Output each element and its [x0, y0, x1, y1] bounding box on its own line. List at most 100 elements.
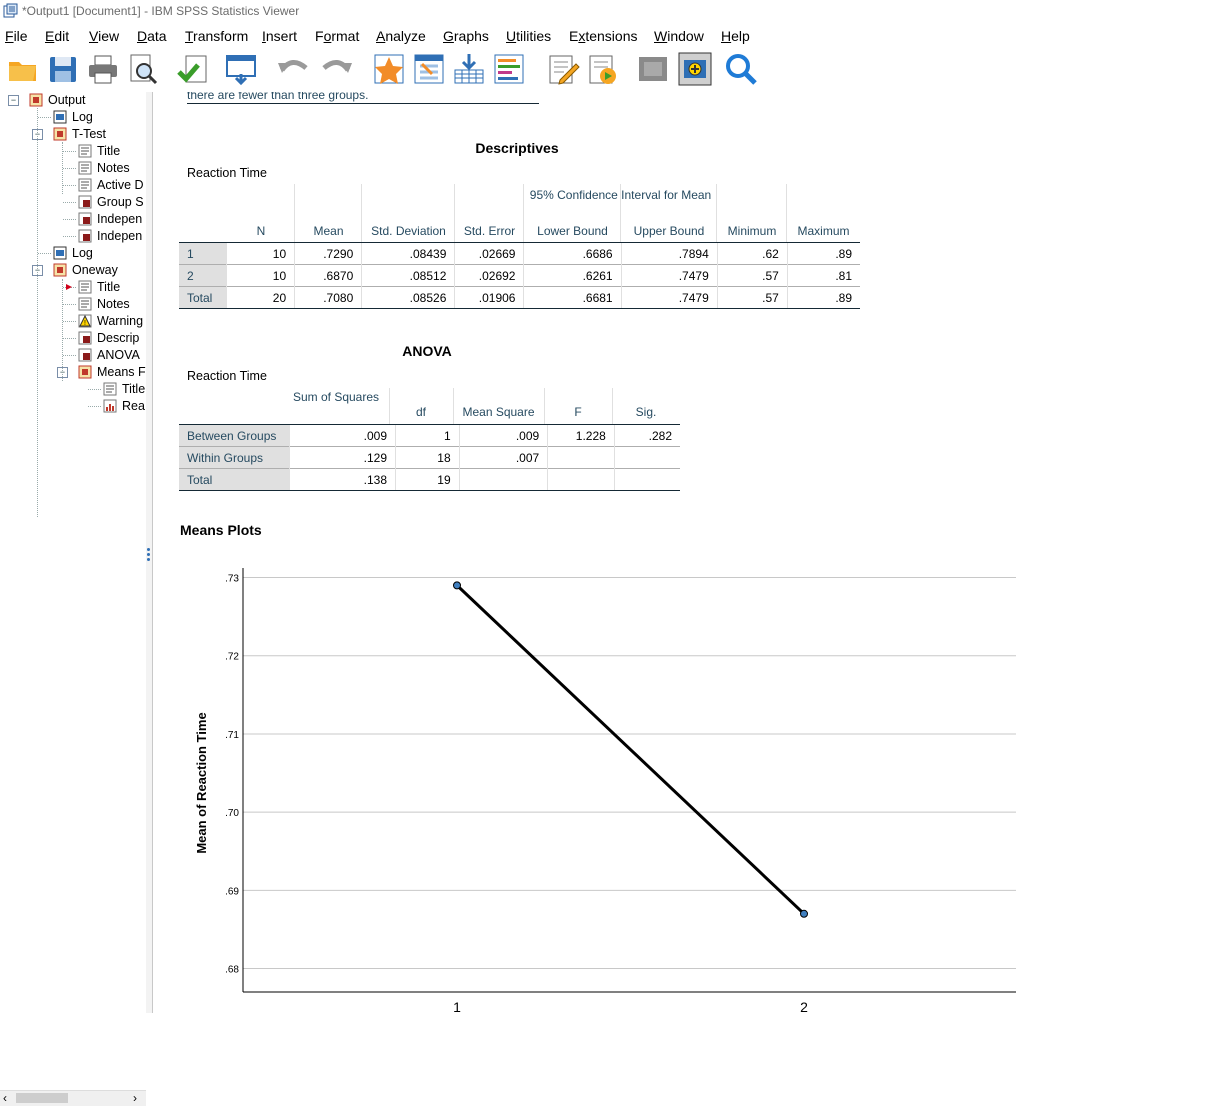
tree-connector	[63, 202, 76, 203]
header-divider	[786, 184, 787, 242]
scroll-left-icon[interactable]: ‹	[3, 1091, 7, 1105]
table-cell: .129	[288, 446, 396, 469]
outline-pane: Output − Log T-Test − Title Notes Active D Group…	[0, 92, 147, 1106]
menu-insert[interactable]: Insert	[262, 28, 298, 44]
scroll-right-icon[interactable]: ›	[133, 1091, 137, 1105]
outline-item-label: Title	[97, 144, 121, 158]
designate-window-icon[interactable]	[636, 52, 670, 86]
table-cell: .62	[716, 242, 788, 265]
menu-transform[interactable]: Transform	[185, 28, 249, 44]
menu-utilities[interactable]: Utilities	[506, 28, 552, 44]
open-folder-icon[interactable]	[6, 52, 40, 86]
current-item-arrow-icon	[66, 284, 72, 290]
save-icon[interactable]	[46, 52, 80, 86]
menu-view[interactable]: View	[89, 28, 120, 44]
tree-connector	[63, 321, 76, 322]
table-cell: .6261	[523, 264, 622, 287]
menu-analyze[interactable]: Analyze	[376, 28, 426, 44]
anova-table[interactable]: Between Groups .009 1.009 1.228.282 Within G…	[179, 424, 680, 491]
outline-item-label: Oneway	[72, 263, 118, 277]
scroll-thumb[interactable]	[16, 1093, 68, 1103]
outline-item-label: Indepen	[97, 229, 143, 243]
outline-item-label: Title	[97, 280, 121, 294]
table-cell: .007	[458, 446, 548, 469]
table-cell: .57	[716, 286, 788, 309]
log-icon	[53, 110, 67, 124]
insert-output-icon[interactable]	[452, 52, 486, 86]
menu-extensions[interactable]: Extensions	[569, 28, 638, 44]
print-icon[interactable]	[86, 52, 120, 86]
tree-connector	[63, 219, 76, 220]
procedure-book-icon	[53, 127, 67, 141]
tree-connector	[88, 389, 101, 390]
redo-icon[interactable]	[320, 52, 354, 86]
print-preview-icon[interactable]	[126, 52, 160, 86]
menu-file[interactable]: File	[5, 28, 28, 44]
menu-help[interactable]: Help	[721, 28, 750, 44]
goto-data-icon[interactable]	[224, 52, 258, 86]
menu-format[interactable]: Format	[315, 28, 360, 44]
table-cell: .08512	[361, 264, 455, 287]
header-divider	[612, 388, 613, 424]
select-cases-icon[interactable]	[412, 52, 446, 86]
tree-connector	[63, 185, 76, 186]
spss-app-icon	[3, 3, 18, 18]
run-script-icon[interactable]	[586, 52, 620, 86]
table-cell: .009	[288, 424, 396, 447]
menu-window[interactable]: Window	[654, 28, 704, 44]
means-plot-chart[interactable]: .68 .69 .70 .71 .72 .73 1 2 Mean of Reaction Tim…	[181, 558, 1081, 1013]
outline-item-label: Descrip	[97, 331, 140, 345]
outline-item-label: Output	[48, 93, 86, 107]
menu-bar: File Edit View Data Transform Insert Format Ana…	[0, 24, 1207, 46]
data-point	[453, 581, 461, 590]
outline-item-label: Active D	[97, 178, 144, 192]
zoom-in-icon[interactable]	[678, 52, 712, 86]
row-header: Total	[179, 286, 227, 309]
table-cell: .6686	[523, 242, 622, 265]
table-cell: 1	[395, 424, 460, 447]
table-row: Total 20.7080.08526.01906.6681.7479.57.89	[179, 286, 860, 309]
descriptives-table[interactable]: 1 10.7290.08439.02669.6686.7894.62.89 2 10.…	[179, 242, 860, 309]
outline-item-label: Indepen	[97, 212, 143, 226]
collapse-toggle-icon[interactable]: −	[8, 95, 19, 106]
edit-text-icon[interactable]	[546, 52, 580, 86]
data-point	[800, 909, 808, 918]
table-cell: .08439	[361, 242, 455, 265]
tree-connector	[38, 253, 51, 254]
table-cell	[613, 468, 680, 491]
y-tick-label: .70	[225, 808, 239, 819]
column-header: Std. Error	[463, 224, 516, 238]
table-cell: .6681	[523, 286, 622, 309]
table-cell: .08526	[361, 286, 455, 309]
table-cell	[547, 468, 615, 491]
outline-horizontal-scrollbar[interactable]: ‹ ›	[0, 1090, 146, 1106]
active-dataset-icon	[78, 178, 92, 192]
menu-graphs[interactable]: Graphs	[443, 28, 489, 44]
table-row: Within Groups .129 18.007	[179, 446, 680, 469]
pane-splitter[interactable]	[146, 92, 153, 1013]
window-title: *Output1 [Document1] - IBM SPSS Statisti…	[22, 4, 300, 18]
table-cell: .81	[786, 264, 860, 287]
anova-title: ANOVA	[402, 343, 452, 359]
table-cell: 19	[395, 468, 460, 491]
column-header: Upper Bound	[633, 224, 705, 238]
y-tick-label: .73	[225, 574, 239, 585]
column-header: N	[256, 224, 266, 238]
column-header: Sig.	[635, 405, 657, 419]
table-cell: .138	[288, 468, 396, 491]
toolbar	[0, 48, 1207, 92]
menu-edit[interactable]: Edit	[45, 28, 70, 44]
table-cell: .02669	[454, 242, 524, 265]
table-row: Between Groups .009 1.009 1.228.282	[179, 424, 680, 447]
variables-icon[interactable]	[492, 52, 526, 86]
search-icon[interactable]	[724, 52, 758, 86]
procedure-book-icon	[78, 365, 92, 379]
menu-data[interactable]: Data	[137, 28, 167, 44]
table-cell	[613, 446, 680, 469]
export-icon[interactable]	[176, 52, 210, 86]
tree-connector	[88, 406, 101, 407]
table-cell	[547, 446, 615, 469]
header-divider	[453, 388, 454, 424]
undo-icon[interactable]	[276, 52, 310, 86]
goto-case-icon[interactable]	[372, 52, 406, 86]
